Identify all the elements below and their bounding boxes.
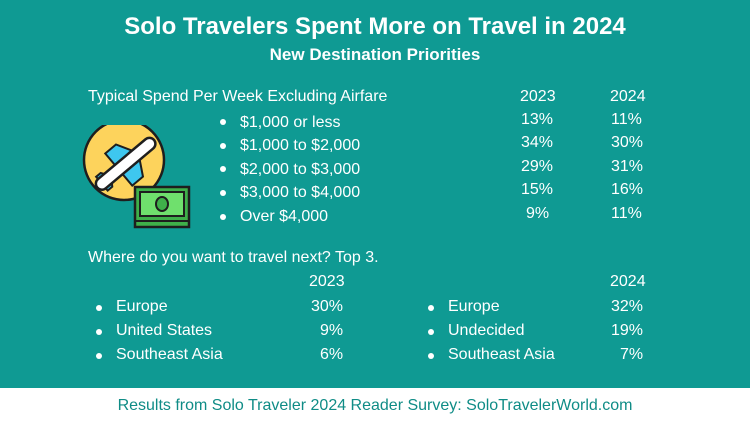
destination-label: Southeast Asia <box>116 346 223 363</box>
destinations-year-2023: 2023 <box>309 273 345 290</box>
destinations-heading: Where do you want to travel next? Top 3. <box>88 249 379 266</box>
destination-value: 32% <box>611 298 644 315</box>
destination-value: 6% <box>320 346 344 363</box>
spend-label: $3,000 to $4,000 <box>240 184 361 201</box>
spend-heading: Typical Spend Per Week Excluding Airfare <box>88 88 388 105</box>
bullet <box>96 353 102 359</box>
spend-label: $1,000 or less <box>240 114 341 131</box>
spend-value-2024: 11% <box>611 205 642 222</box>
bullet <box>428 305 434 311</box>
spend-value-2023: 13% <box>521 111 554 128</box>
spend-value-2024: 31% <box>611 158 644 175</box>
destination-label: United States <box>116 322 213 339</box>
destination-label: Southeast Asia <box>448 346 555 363</box>
bullet <box>428 329 434 335</box>
bullet <box>220 166 226 172</box>
bullet <box>428 353 434 359</box>
destination-label: Europe <box>448 298 500 315</box>
spend-year-2023: 2023 <box>520 88 556 105</box>
destination-value: 7% <box>620 346 644 363</box>
bullet <box>220 119 226 125</box>
spend-label: $1,000 to $2,000 <box>240 137 361 154</box>
spend-value-2023: 34% <box>521 134 554 151</box>
page-subtitle: New Destination Priorities <box>269 45 481 64</box>
bullet <box>220 190 226 196</box>
spend-value-2023: 15% <box>521 181 554 198</box>
bullet <box>96 305 102 311</box>
spend-value-2024: 11% <box>611 111 642 128</box>
destination-label: Undecided <box>448 322 525 339</box>
bullet <box>220 214 226 220</box>
destination-value: 30% <box>311 298 344 315</box>
spend-label: $2,000 to $3,000 <box>240 161 361 178</box>
destination-label: Europe <box>116 298 168 315</box>
bullet <box>96 329 102 335</box>
destination-value: 19% <box>611 322 644 339</box>
spend-label: Over $4,000 <box>240 208 329 225</box>
airplane-and-money-icon <box>82 125 191 229</box>
spend-year-2024: 2024 <box>610 88 646 105</box>
footer-source: Results from Solo Traveler 2024 Reader S… <box>0 388 750 423</box>
spend-value-2024: 16% <box>611 181 644 198</box>
destinations-year-2024: 2024 <box>610 273 646 290</box>
page-title: Solo Travelers Spent More on Travel in 2… <box>124 13 626 40</box>
destination-value: 9% <box>320 322 344 339</box>
spend-value-2024: 30% <box>611 134 644 151</box>
spend-value-2023: 29% <box>521 158 554 175</box>
spend-value-2023: 9% <box>526 205 550 222</box>
bullet <box>220 143 226 149</box>
